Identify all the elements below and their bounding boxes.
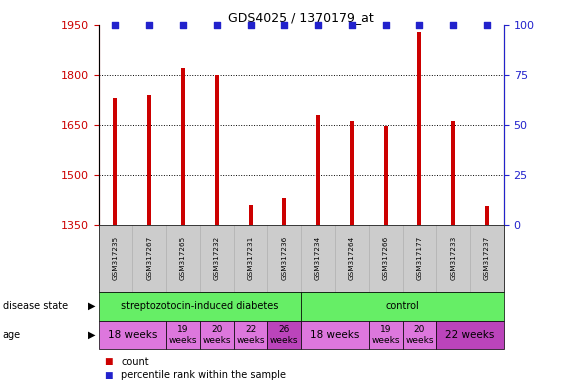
Bar (316, 115, 320, 225)
Bar (417, 31, 422, 225)
Text: ▶: ▶ (88, 330, 96, 340)
Point (314, 22, 323, 28)
Point (449, 22, 458, 28)
Text: age: age (3, 330, 21, 340)
Text: 19
weeks: 19 weeks (372, 325, 400, 345)
Text: 26
weeks: 26 weeks (270, 325, 298, 345)
Text: 19
weeks: 19 weeks (169, 325, 197, 345)
Text: streptozotocin-induced diabetes: streptozotocin-induced diabetes (121, 301, 279, 311)
Bar (485, 206, 489, 225)
Text: control: control (386, 301, 419, 311)
Point (347, 22, 356, 28)
Text: GSM317264: GSM317264 (349, 236, 355, 280)
Point (145, 22, 154, 28)
Point (212, 22, 221, 28)
Bar (147, 95, 151, 225)
Text: percentile rank within the sample: percentile rank within the sample (121, 370, 286, 381)
Text: ■: ■ (104, 357, 113, 366)
Bar (181, 68, 185, 225)
Point (381, 22, 390, 28)
Text: GSM317233: GSM317233 (450, 236, 456, 280)
Text: GSM317267: GSM317267 (146, 236, 152, 280)
Bar (215, 75, 219, 225)
Text: GSM317177: GSM317177 (417, 236, 422, 280)
Text: ▶: ▶ (88, 301, 96, 311)
Text: ■: ■ (104, 371, 113, 380)
Text: GSM317234: GSM317234 (315, 236, 321, 280)
Point (111, 22, 120, 28)
Text: 22 weeks: 22 weeks (445, 330, 495, 340)
Text: 20
weeks: 20 weeks (203, 325, 231, 345)
Text: 20
weeks: 20 weeks (405, 325, 434, 345)
Bar (451, 121, 455, 225)
Point (280, 22, 289, 28)
Title: GDS4025 / 1370179_at: GDS4025 / 1370179_at (229, 11, 374, 24)
Bar (248, 205, 253, 225)
Text: GSM317266: GSM317266 (383, 236, 388, 280)
Text: GSM317237: GSM317237 (484, 236, 490, 280)
Text: 22
weeks: 22 weeks (236, 325, 265, 345)
Text: GSM317265: GSM317265 (180, 236, 186, 280)
Point (178, 22, 187, 28)
Bar (350, 121, 354, 225)
Text: GSM317236: GSM317236 (282, 236, 287, 280)
Text: count: count (121, 356, 149, 367)
Text: GSM317232: GSM317232 (214, 236, 220, 280)
Text: GSM317235: GSM317235 (113, 236, 118, 280)
Text: 18 weeks: 18 weeks (108, 330, 157, 340)
Text: disease state: disease state (3, 301, 68, 311)
Point (415, 22, 424, 28)
Bar (113, 98, 118, 225)
Text: GSM317231: GSM317231 (248, 236, 253, 280)
Point (246, 22, 255, 28)
Bar (383, 126, 388, 225)
Text: 18 weeks: 18 weeks (310, 330, 360, 340)
Point (482, 22, 491, 28)
Bar (282, 198, 287, 225)
